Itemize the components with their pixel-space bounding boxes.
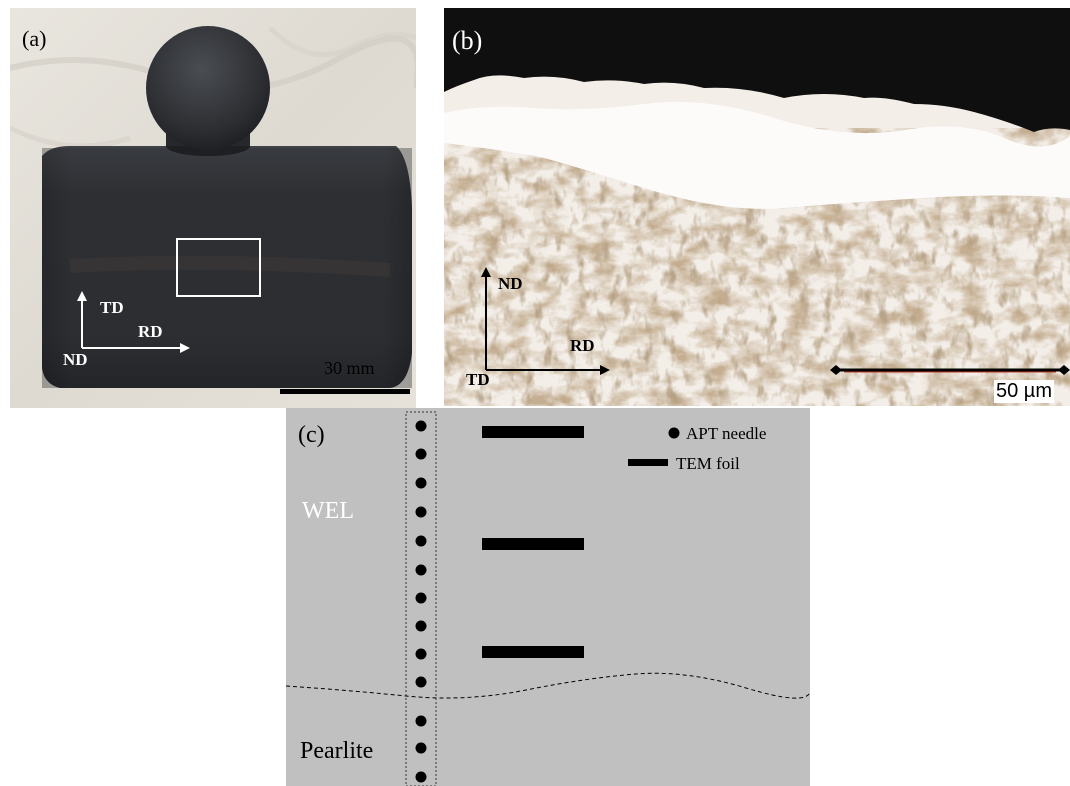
- mounting-resin: [444, 8, 1070, 132]
- axis-label-rd: RD: [138, 322, 163, 341]
- legend-tem-foil: TEM foil: [676, 454, 740, 473]
- apt-needle-marker: [415, 448, 427, 460]
- panel-c-label: (c): [298, 422, 325, 448]
- tem-foil-marker: [482, 646, 584, 658]
- axes-indicator-a: [77, 291, 190, 353]
- panel-a-label: (a): [22, 26, 47, 51]
- axis-label-nd-b: ND: [498, 274, 523, 293]
- apt-needle-marker: [415, 506, 427, 518]
- panel-b-micrograph: (b) ND RD TD: [444, 8, 1070, 406]
- sample-photo: [10, 8, 416, 408]
- region-label-pearlite: Pearlite: [300, 738, 374, 764]
- axis-label-nd: ND: [63, 350, 88, 369]
- scale-bar-a-label: 30 mm: [324, 358, 375, 378]
- region-of-interest-box: [176, 238, 261, 297]
- axis-label-td-b: TD: [466, 370, 490, 389]
- panel-c-schematic: (c) APT needle TEM foil WEL Pearlite: [286, 408, 810, 786]
- cylindrical-specimen: [146, 26, 270, 150]
- scale-bar-b-label: 50 µm: [994, 380, 1054, 403]
- apt-needle-marker: [415, 592, 427, 604]
- region-label-wel: WEL: [302, 498, 354, 524]
- apt-needle-marker: [415, 477, 427, 489]
- legend-dot-icon: [668, 427, 680, 439]
- legend-bar-icon: [628, 459, 668, 466]
- axis-label-td: TD: [100, 298, 124, 317]
- panel-a-photo: (a) TD RD ND 30 mm: [10, 8, 416, 408]
- white-etching-layer: [444, 101, 1070, 209]
- legend-apt-needle: APT needle: [686, 424, 767, 443]
- apt-needle-marker: [415, 420, 427, 432]
- apt-needle-marker: [415, 715, 427, 727]
- tem-foil-marker: [482, 426, 584, 438]
- scale-bar-b: [830, 365, 1070, 375]
- schematic-diagram: [286, 411, 810, 786]
- apt-needle-marker: [415, 648, 427, 660]
- axes-indicator-b: [481, 267, 610, 375]
- panel-b-label: (b): [452, 26, 483, 55]
- tem-foil-marker: [482, 538, 584, 550]
- apt-needle-marker: [415, 620, 427, 632]
- apt-needle-marker: [415, 742, 427, 754]
- apt-needle-marker: [415, 771, 427, 783]
- wel-pearlite-interface: [286, 672, 810, 699]
- apt-needle-marker: [415, 535, 427, 547]
- apt-needle-marker: [415, 564, 427, 576]
- sampling-column: [405, 411, 437, 786]
- scale-bar-a: [280, 389, 410, 394]
- apt-needle-marker: [415, 676, 427, 688]
- micrograph-image: [444, 8, 1070, 406]
- axis-label-rd-b: RD: [570, 336, 595, 355]
